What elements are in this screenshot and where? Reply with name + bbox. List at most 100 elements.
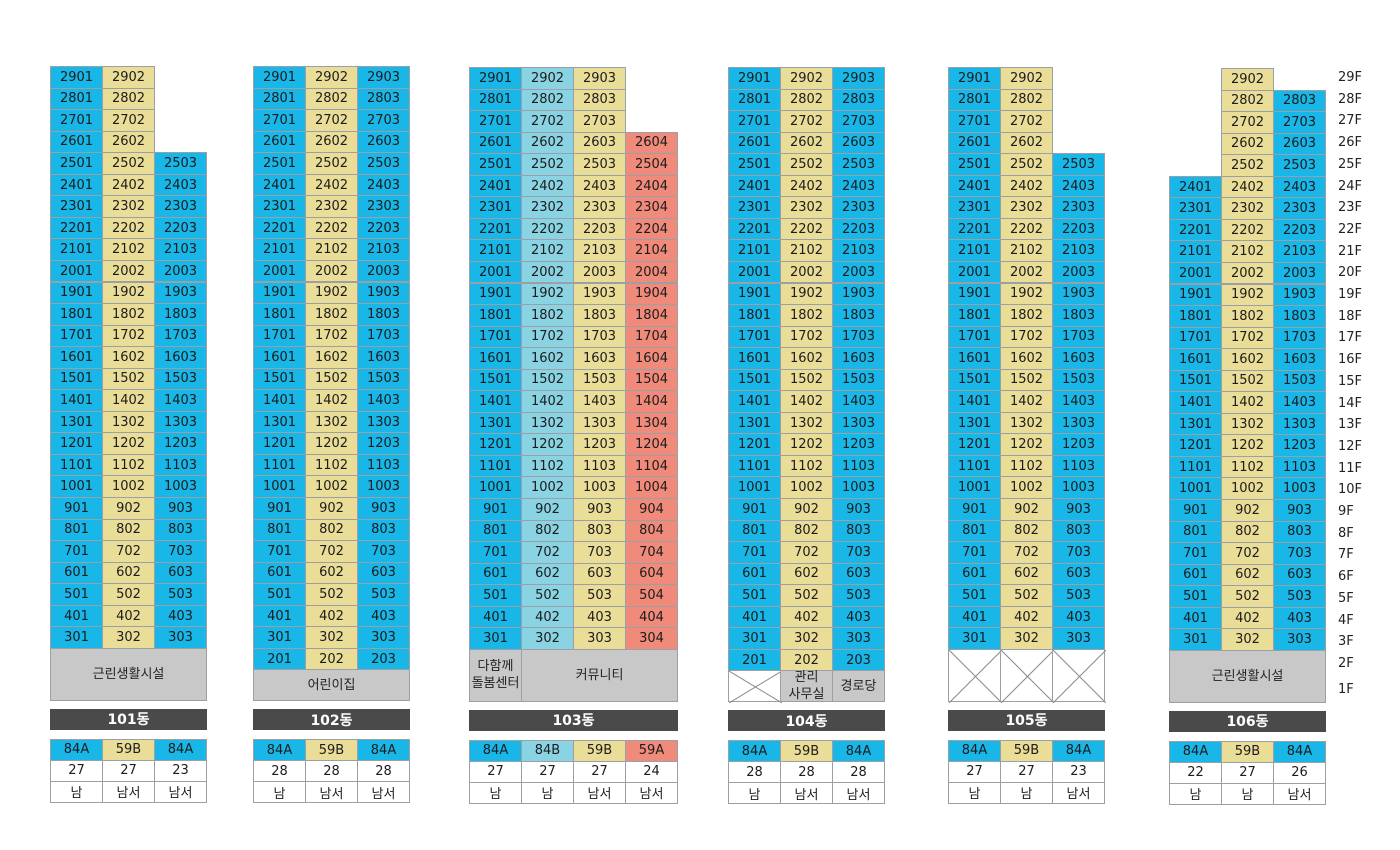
unit-cell[interactable]: 1501 bbox=[50, 367, 103, 391]
unit-cell[interactable]: 1702 bbox=[1221, 326, 1274, 350]
unit-cell[interactable]: 403 bbox=[1052, 605, 1105, 629]
unit-cell[interactable]: 602 bbox=[1221, 563, 1274, 587]
unit-cell[interactable]: 1102 bbox=[1221, 455, 1274, 479]
unit-cell[interactable]: 1401 bbox=[948, 390, 1001, 413]
unit-cell[interactable]: 302 bbox=[780, 627, 833, 650]
unit-cell[interactable]: 1501 bbox=[1169, 369, 1222, 393]
unit-cell[interactable]: 2303 bbox=[1273, 197, 1326, 220]
unit-cell[interactable]: 1702 bbox=[780, 325, 833, 349]
unit-cell[interactable]: 2702 bbox=[521, 110, 574, 133]
unit-cell[interactable]: 2002 bbox=[1221, 261, 1274, 285]
unit-cell[interactable]: 2802 bbox=[521, 88, 574, 112]
unit-cell[interactable]: 1001 bbox=[1169, 477, 1222, 500]
unit-cell[interactable]: 2902 bbox=[305, 66, 358, 89]
unit-cell[interactable]: 903 bbox=[1273, 499, 1326, 522]
unit-cell[interactable]: 2104 bbox=[625, 239, 678, 262]
unit-cell[interactable]: 802 bbox=[1000, 519, 1053, 543]
unit-cell[interactable]: 1002 bbox=[780, 476, 833, 499]
unit-cell[interactable]: 801 bbox=[728, 519, 781, 543]
unit-cell[interactable]: 2403 bbox=[573, 174, 626, 198]
unit-cell[interactable]: 2001 bbox=[728, 260, 781, 284]
unit-cell[interactable]: 1603 bbox=[154, 346, 207, 369]
unit-cell[interactable]: 1503 bbox=[1273, 369, 1326, 393]
unit-cell[interactable]: 1502 bbox=[1000, 368, 1053, 392]
unit-cell[interactable]: 1002 bbox=[521, 476, 574, 499]
unit-cell[interactable]: 1301 bbox=[469, 411, 522, 435]
unit-cell[interactable]: 1802 bbox=[1221, 305, 1274, 328]
unit-cell[interactable]: 1802 bbox=[780, 304, 833, 327]
unit-cell[interactable]: 702 bbox=[1221, 542, 1274, 565]
unit-cell[interactable]: 602 bbox=[780, 562, 833, 586]
unit-cell[interactable]: 803 bbox=[1052, 519, 1105, 543]
unit-cell[interactable]: 1203 bbox=[1052, 433, 1105, 456]
unit-cell[interactable]: 501 bbox=[50, 583, 103, 606]
unit-cell[interactable]: 1201 bbox=[728, 433, 781, 456]
unit-cell[interactable]: 2703 bbox=[573, 110, 626, 133]
unit-cell[interactable]: 2403 bbox=[154, 173, 207, 197]
unit-cell[interactable]: 1402 bbox=[1000, 390, 1053, 413]
unit-cell[interactable]: 402 bbox=[102, 604, 155, 628]
unit-cell[interactable]: 2503 bbox=[573, 153, 626, 176]
unit-cell[interactable]: 303 bbox=[573, 627, 626, 650]
unit-cell[interactable]: 602 bbox=[521, 562, 574, 586]
unit-cell[interactable]: 601 bbox=[1169, 563, 1222, 587]
unit-cell[interactable]: 503 bbox=[832, 584, 885, 607]
unit-cell[interactable]: 602 bbox=[102, 561, 155, 585]
unit-cell[interactable]: 2202 bbox=[521, 217, 574, 241]
unit-cell[interactable]: 401 bbox=[1169, 606, 1222, 630]
unit-cell[interactable]: 1202 bbox=[305, 432, 358, 455]
unit-cell[interactable]: 1601 bbox=[469, 347, 522, 370]
unit-cell[interactable]: 203 bbox=[357, 647, 410, 671]
unit-cell[interactable]: 1202 bbox=[521, 433, 574, 456]
unit-cell[interactable]: 1202 bbox=[780, 433, 833, 456]
unit-cell[interactable]: 702 bbox=[1000, 541, 1053, 564]
unit-cell[interactable]: 1402 bbox=[1221, 391, 1274, 414]
unit-cell[interactable]: 303 bbox=[1273, 628, 1326, 651]
unit-cell[interactable]: 1201 bbox=[469, 433, 522, 456]
unit-cell[interactable]: 401 bbox=[948, 605, 1001, 629]
unit-cell[interactable]: 801 bbox=[253, 518, 306, 542]
unit-cell[interactable]: 1602 bbox=[305, 346, 358, 369]
unit-cell[interactable]: 1103 bbox=[357, 453, 410, 477]
unit-cell[interactable]: 2302 bbox=[780, 196, 833, 219]
unit-cell[interactable]: 2402 bbox=[780, 174, 833, 198]
unit-cell[interactable]: 2201 bbox=[1169, 218, 1222, 242]
unit-cell[interactable]: 1902 bbox=[1000, 282, 1053, 306]
unit-cell[interactable]: 802 bbox=[102, 518, 155, 542]
unit-cell[interactable]: 1402 bbox=[780, 390, 833, 413]
unit-cell[interactable]: 703 bbox=[1052, 541, 1105, 564]
unit-cell[interactable]: 601 bbox=[948, 562, 1001, 586]
unit-cell[interactable]: 1301 bbox=[948, 411, 1001, 435]
unit-cell[interactable]: 601 bbox=[469, 562, 522, 586]
unit-cell[interactable]: 2701 bbox=[50, 109, 103, 132]
unit-cell[interactable]: 1601 bbox=[1169, 348, 1222, 371]
unit-cell[interactable]: 2901 bbox=[50, 66, 103, 89]
unit-cell[interactable]: 2801 bbox=[50, 87, 103, 111]
unit-cell[interactable]: 1701 bbox=[253, 324, 306, 348]
unit-cell[interactable]: 2303 bbox=[573, 196, 626, 219]
unit-cell[interactable]: 1503 bbox=[832, 368, 885, 392]
unit-cell[interactable]: 902 bbox=[521, 498, 574, 521]
unit-cell[interactable]: 2201 bbox=[253, 216, 306, 240]
unit-cell[interactable]: 1501 bbox=[948, 368, 1001, 392]
unit-cell[interactable]: 902 bbox=[102, 497, 155, 520]
unit-cell[interactable]: 1304 bbox=[625, 411, 678, 435]
unit-cell[interactable]: 2302 bbox=[521, 196, 574, 219]
unit-cell[interactable]: 1201 bbox=[50, 432, 103, 455]
unit-cell[interactable]: 1602 bbox=[780, 347, 833, 370]
unit-cell[interactable]: 301 bbox=[50, 626, 103, 649]
unit-cell[interactable]: 2002 bbox=[305, 259, 358, 283]
unit-cell[interactable]: 1801 bbox=[253, 303, 306, 326]
unit-cell[interactable]: 603 bbox=[154, 561, 207, 585]
unit-cell[interactable]: 2302 bbox=[1000, 196, 1053, 219]
unit-cell[interactable]: 504 bbox=[625, 584, 678, 607]
unit-cell[interactable]: 2502 bbox=[102, 152, 155, 175]
unit-cell[interactable]: 2802 bbox=[1000, 88, 1053, 112]
unit-cell[interactable]: 1902 bbox=[1221, 283, 1274, 307]
unit-cell[interactable]: 902 bbox=[305, 497, 358, 520]
unit-cell[interactable]: 502 bbox=[521, 584, 574, 607]
unit-cell[interactable]: 1801 bbox=[948, 304, 1001, 327]
unit-cell[interactable]: 801 bbox=[469, 519, 522, 543]
unit-cell[interactable]: 403 bbox=[357, 604, 410, 628]
unit-cell[interactable]: 2101 bbox=[728, 239, 781, 262]
